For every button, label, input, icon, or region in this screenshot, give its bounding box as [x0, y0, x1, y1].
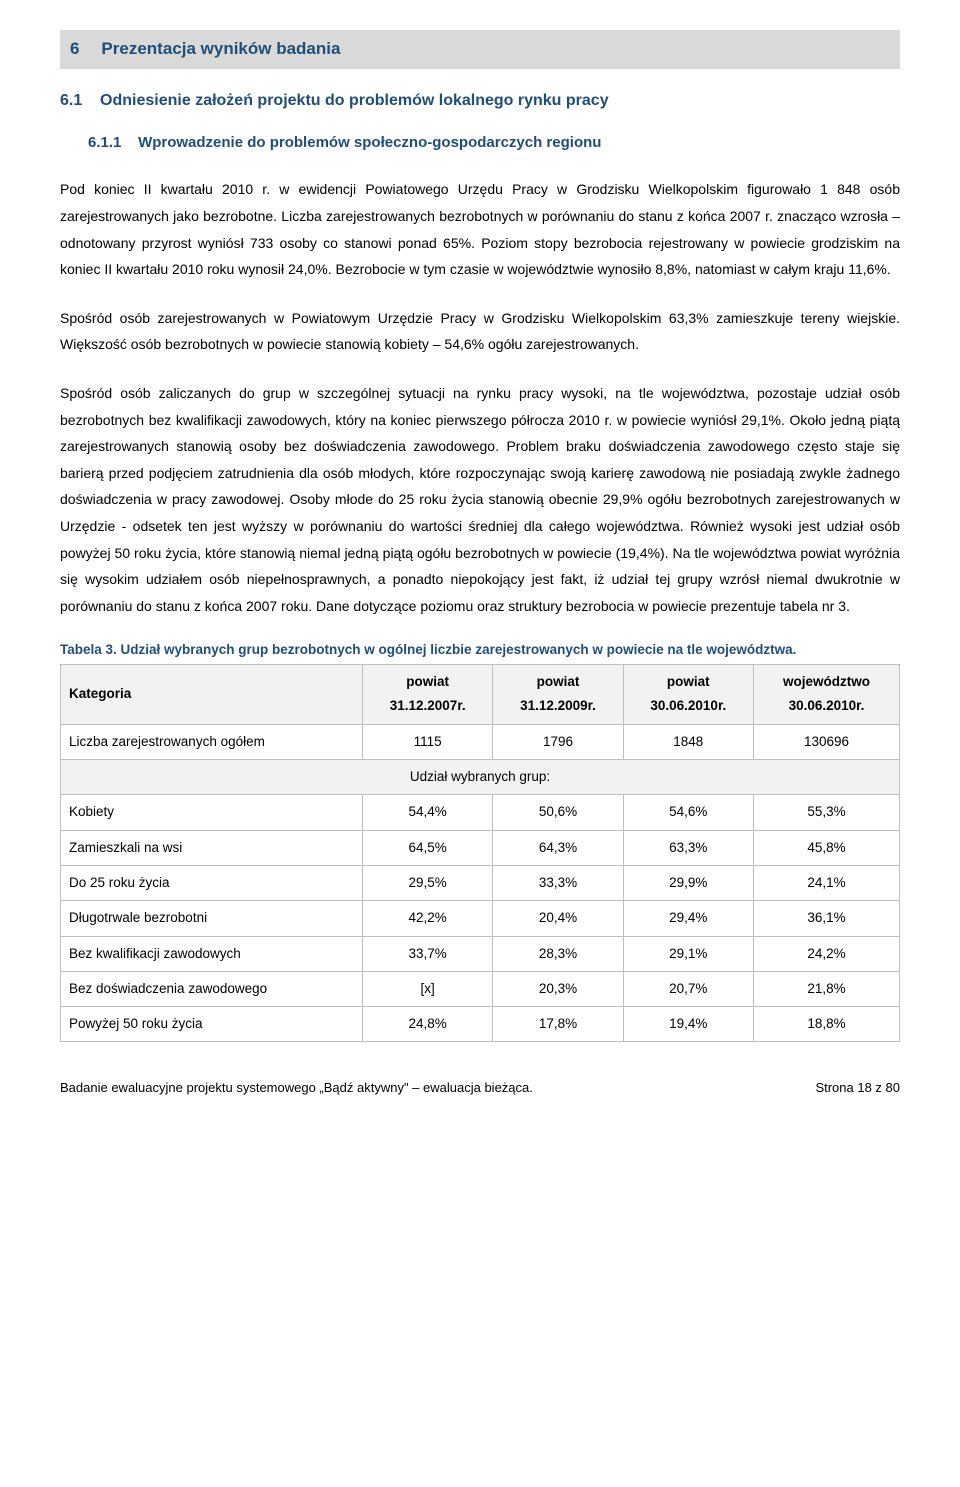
- cell: 55,3%: [753, 795, 899, 830]
- table-row: Kobiety 54,4% 50,6% 54,6% 55,3%: [61, 795, 900, 830]
- row-label: Powyżej 50 roku życia: [61, 1007, 363, 1042]
- col-header: Kategoria: [61, 665, 363, 725]
- cell: 17,8%: [493, 1007, 623, 1042]
- table-row: Powyżej 50 roku życia 24,8% 17,8% 19,4% …: [61, 1007, 900, 1042]
- paragraph-3: Spośród osób zaliczanych do grup w szcze…: [60, 380, 900, 619]
- sub1-title: Odniesienie założeń projektu do problemó…: [100, 92, 609, 109]
- section-number: 6: [70, 39, 79, 58]
- paragraph-2: Spośród osób zarejestrowanych w Powiatow…: [60, 305, 900, 358]
- cell: 24,8%: [363, 1007, 493, 1042]
- cell: 29,9%: [623, 865, 753, 900]
- cell: 20,4%: [493, 901, 623, 936]
- table-row: Bez doświadczenia zawodowego [x] 20,3% 2…: [61, 971, 900, 1006]
- subsection-2: 6.1.1 Wprowadzenie do problemów społeczn…: [88, 129, 900, 156]
- cell: 64,5%: [363, 830, 493, 865]
- row-label: Długotrwale bezrobotni: [61, 901, 363, 936]
- cell: 130696: [753, 724, 899, 759]
- sub1-num: 6.1: [60, 92, 82, 109]
- section-title: Prezentacja wyników badania: [101, 39, 340, 58]
- cell: 18,8%: [753, 1007, 899, 1042]
- cell: 54,4%: [363, 795, 493, 830]
- footer-right: Strona 18 z 80: [815, 1076, 900, 1099]
- cell: 50,6%: [493, 795, 623, 830]
- cell: 54,6%: [623, 795, 753, 830]
- cell: 42,2%: [363, 901, 493, 936]
- cell: 20,3%: [493, 971, 623, 1006]
- cell: 21,8%: [753, 971, 899, 1006]
- cell: 29,4%: [623, 901, 753, 936]
- row-label: Bez kwalifikacji zawodowych: [61, 936, 363, 971]
- sub2-title: Wprowadzenie do problemów społeczno-gosp…: [138, 134, 601, 151]
- table-row: Zamieszkali na wsi 64,5% 64,3% 63,3% 45,…: [61, 830, 900, 865]
- cell: [x]: [363, 971, 493, 1006]
- cell: 64,3%: [493, 830, 623, 865]
- row-label: Liczba zarejestrowanych ogółem: [61, 724, 363, 759]
- cell: 33,7%: [363, 936, 493, 971]
- row-label: Bez doświadczenia zawodowego: [61, 971, 363, 1006]
- row-label: Kobiety: [61, 795, 363, 830]
- table-row: Długotrwale bezrobotni 42,2% 20,4% 29,4%…: [61, 901, 900, 936]
- cell: 33,3%: [493, 865, 623, 900]
- cell: 1115: [363, 724, 493, 759]
- cell: 36,1%: [753, 901, 899, 936]
- cell: 28,3%: [493, 936, 623, 971]
- cell: 19,4%: [623, 1007, 753, 1042]
- cell: 24,2%: [753, 936, 899, 971]
- subsection-1: 6.1 Odniesienie założeń projektu do prob…: [60, 87, 900, 116]
- sub2-num: 6.1.1: [88, 134, 121, 151]
- cell: 24,1%: [753, 865, 899, 900]
- paragraph-1: Pod koniec II kwartału 2010 r. w ewidenc…: [60, 176, 900, 282]
- col-header: powiat 31.12.2007r.: [363, 665, 493, 725]
- table-row: Bez kwalifikacji zawodowych 33,7% 28,3% …: [61, 936, 900, 971]
- table-header-row: Kategoria powiat 31.12.2007r. powiat 31.…: [61, 665, 900, 725]
- col-header: powiat 31.12.2009r.: [493, 665, 623, 725]
- row-label: Do 25 roku życia: [61, 865, 363, 900]
- page-footer: Badanie ewaluacyjne projektu systemowego…: [60, 1076, 900, 1099]
- cell: 29,5%: [363, 865, 493, 900]
- table-caption: Tabela 3. Udział wybranych grup bezrobot…: [60, 641, 900, 660]
- cell: 29,1%: [623, 936, 753, 971]
- data-table: Kategoria powiat 31.12.2007r. powiat 31.…: [60, 664, 900, 1042]
- subheader-cell: Udział wybranych grup:: [61, 760, 900, 795]
- cell: 1796: [493, 724, 623, 759]
- table-row: Do 25 roku życia 29,5% 33,3% 29,9% 24,1%: [61, 865, 900, 900]
- col-header: województwo 30.06.2010r.: [753, 665, 899, 725]
- cell: 1848: [623, 724, 753, 759]
- table-subheader: Udział wybranych grup:: [61, 760, 900, 795]
- cell: 45,8%: [753, 830, 899, 865]
- footer-left: Badanie ewaluacyjne projektu systemowego…: [60, 1076, 533, 1099]
- col-header: powiat 30.06.2010r.: [623, 665, 753, 725]
- row-label: Zamieszkali na wsi: [61, 830, 363, 865]
- table-row: Liczba zarejestrowanych ogółem 1115 1796…: [61, 724, 900, 759]
- section-heading: 6 Prezentacja wyników badania: [60, 30, 900, 69]
- cell: 63,3%: [623, 830, 753, 865]
- cell: 20,7%: [623, 971, 753, 1006]
